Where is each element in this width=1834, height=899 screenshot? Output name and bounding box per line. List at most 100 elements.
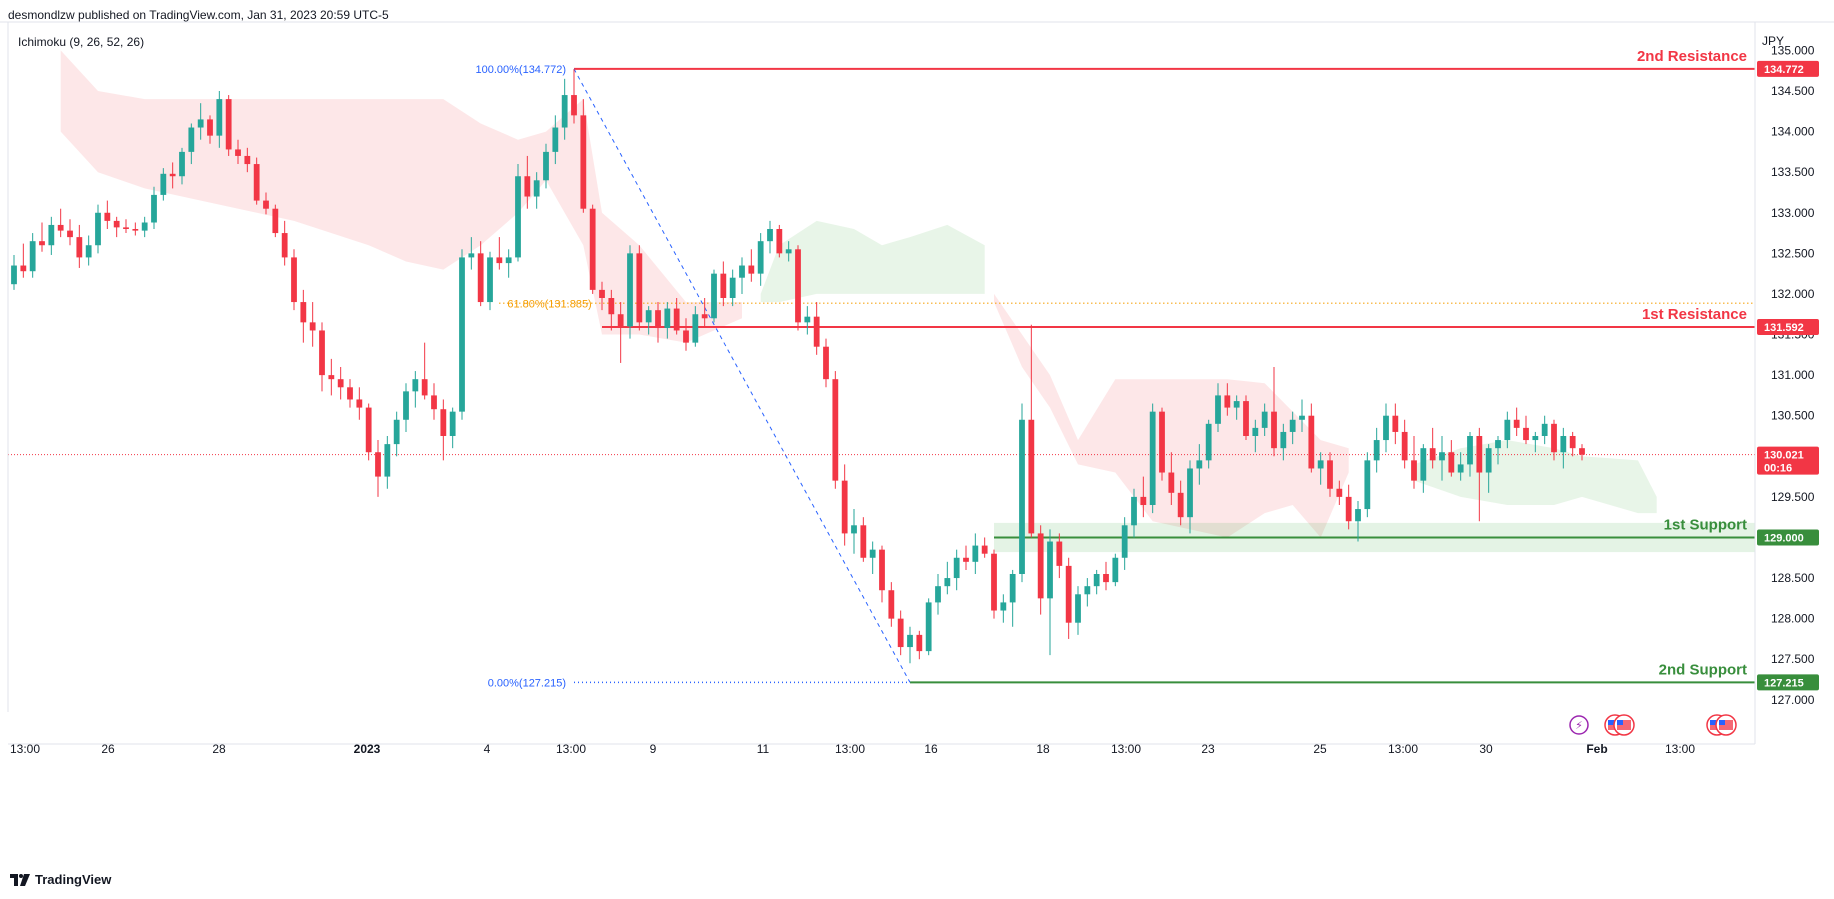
candle-body [188, 127, 195, 152]
time-tick-label: 18 [1036, 742, 1050, 756]
candle-body [748, 265, 755, 274]
candle-body [1364, 460, 1371, 510]
candle-body [1019, 419, 1025, 574]
candle-body [1084, 586, 1091, 595]
candle-body [1579, 448, 1585, 455]
fib-100-label: 100.00%(134.772) [475, 64, 566, 76]
time-tick-label: 4 [484, 742, 491, 756]
candle-body [1383, 415, 1389, 441]
candle-body [496, 257, 503, 264]
candle-body [757, 241, 764, 274]
candle-body [487, 257, 493, 303]
price-tick-label: 127.000 [1771, 693, 1815, 707]
candle-body [20, 265, 27, 272]
candle-body [897, 618, 904, 648]
candle-body [627, 253, 633, 327]
price-tick-label: 135.000 [1771, 43, 1815, 57]
candle-body [95, 212, 101, 246]
candle-body [785, 249, 792, 254]
support-1-label: 1st Support [1664, 516, 1747, 533]
candle-body [823, 346, 829, 380]
candle-body [76, 237, 83, 258]
publish-info: desmondlzw published on TradingView.com,… [8, 8, 389, 22]
axes: 127.000 127.500 128.000 128.500 129.000 129.5… [0, 21, 1834, 756]
lightning-icon-glyph: ⚡ [1575, 720, 1583, 732]
candle-body [561, 95, 568, 128]
candle-body [169, 173, 176, 177]
us-flag-icon-stripe [1617, 720, 1631, 730]
candle-body [216, 99, 223, 136]
resistance-1-label: 1st Resistance [1642, 306, 1747, 323]
candle-body [1541, 423, 1548, 436]
time-tick-label: 9 [650, 742, 657, 756]
event-icons[interactable]: ⚡ [1569, 714, 1737, 736]
support-2-tag [1757, 674, 1819, 691]
indicator-label[interactable]: Ichimoku (9, 26, 52, 26) [18, 35, 145, 49]
fib-0-label: 0.00%(127.215) [488, 677, 566, 689]
candle-body [1280, 431, 1287, 449]
candle-body [552, 127, 559, 152]
cloud-red [994, 293, 1349, 538]
candle-body [1121, 525, 1128, 558]
lightning-icon [1569, 715, 1589, 735]
current-price-tag-text: 130.021 [1764, 450, 1804, 462]
candle-body [179, 151, 185, 177]
candle-body [291, 257, 297, 303]
resistance-1-tag [1757, 319, 1819, 336]
candle-body [515, 176, 521, 258]
candle-body [300, 302, 307, 323]
candle-body [1224, 395, 1231, 408]
price-tick-label: 133.500 [1771, 165, 1815, 179]
candle-body [1252, 427, 1259, 436]
time-tick-label: 16 [924, 742, 938, 756]
candle-body [309, 322, 316, 331]
candle-body [384, 444, 391, 477]
candle-body [11, 265, 17, 285]
candle-body [160, 173, 167, 195]
candle-body [608, 298, 615, 315]
candle-body [841, 480, 848, 534]
current-price-tag [1757, 446, 1819, 475]
candle-body [39, 241, 45, 246]
candle-body [328, 375, 335, 380]
candle-body [916, 634, 923, 652]
candle-body [1075, 594, 1081, 623]
time-tick-label: 13:00 [556, 742, 586, 756]
candle-body [151, 194, 157, 223]
candle-body [1037, 533, 1044, 599]
price-tick-label: 133.000 [1771, 206, 1815, 220]
candle-body [879, 549, 885, 591]
us-flag-icon-canton [1710, 720, 1716, 725]
brand-footer[interactable]: TradingView [10, 872, 111, 887]
candle-body [673, 308, 680, 331]
ichimoku-cloud [60, 50, 1657, 538]
time-tick-label: 26 [101, 742, 115, 756]
candle-body [1093, 574, 1100, 587]
candle-body [571, 95, 577, 116]
support-1-tag-text: 129.000 [1764, 532, 1804, 544]
time-tick-label: 30 [1479, 742, 1493, 756]
candle-body [953, 557, 960, 579]
candle-body [804, 316, 811, 323]
candle-body [524, 176, 531, 197]
candle-body [1401, 431, 1408, 461]
price-tick-label: 132.000 [1771, 287, 1815, 301]
candle-body [197, 119, 204, 128]
candle-body [1532, 436, 1539, 441]
candle-body [505, 257, 512, 264]
candle-body [533, 180, 540, 197]
candle-body [1103, 574, 1109, 583]
time-tick-label: 13:00 [1388, 742, 1418, 756]
candle-body [48, 224, 55, 246]
candle-body [1345, 496, 1352, 522]
currency-label: JPY [1761, 34, 1784, 48]
fib-retracement[interactable]: 100.00%(134.772) 61.80%(131.885) 0.00%(127… [475, 64, 1755, 689]
price-tick-label: 132.500 [1771, 246, 1815, 260]
candle-body [944, 578, 951, 587]
candle-body [813, 316, 820, 347]
candle-body [888, 590, 895, 619]
candle-body [1373, 440, 1380, 461]
candle-body [123, 227, 129, 229]
candle-body [375, 452, 381, 477]
